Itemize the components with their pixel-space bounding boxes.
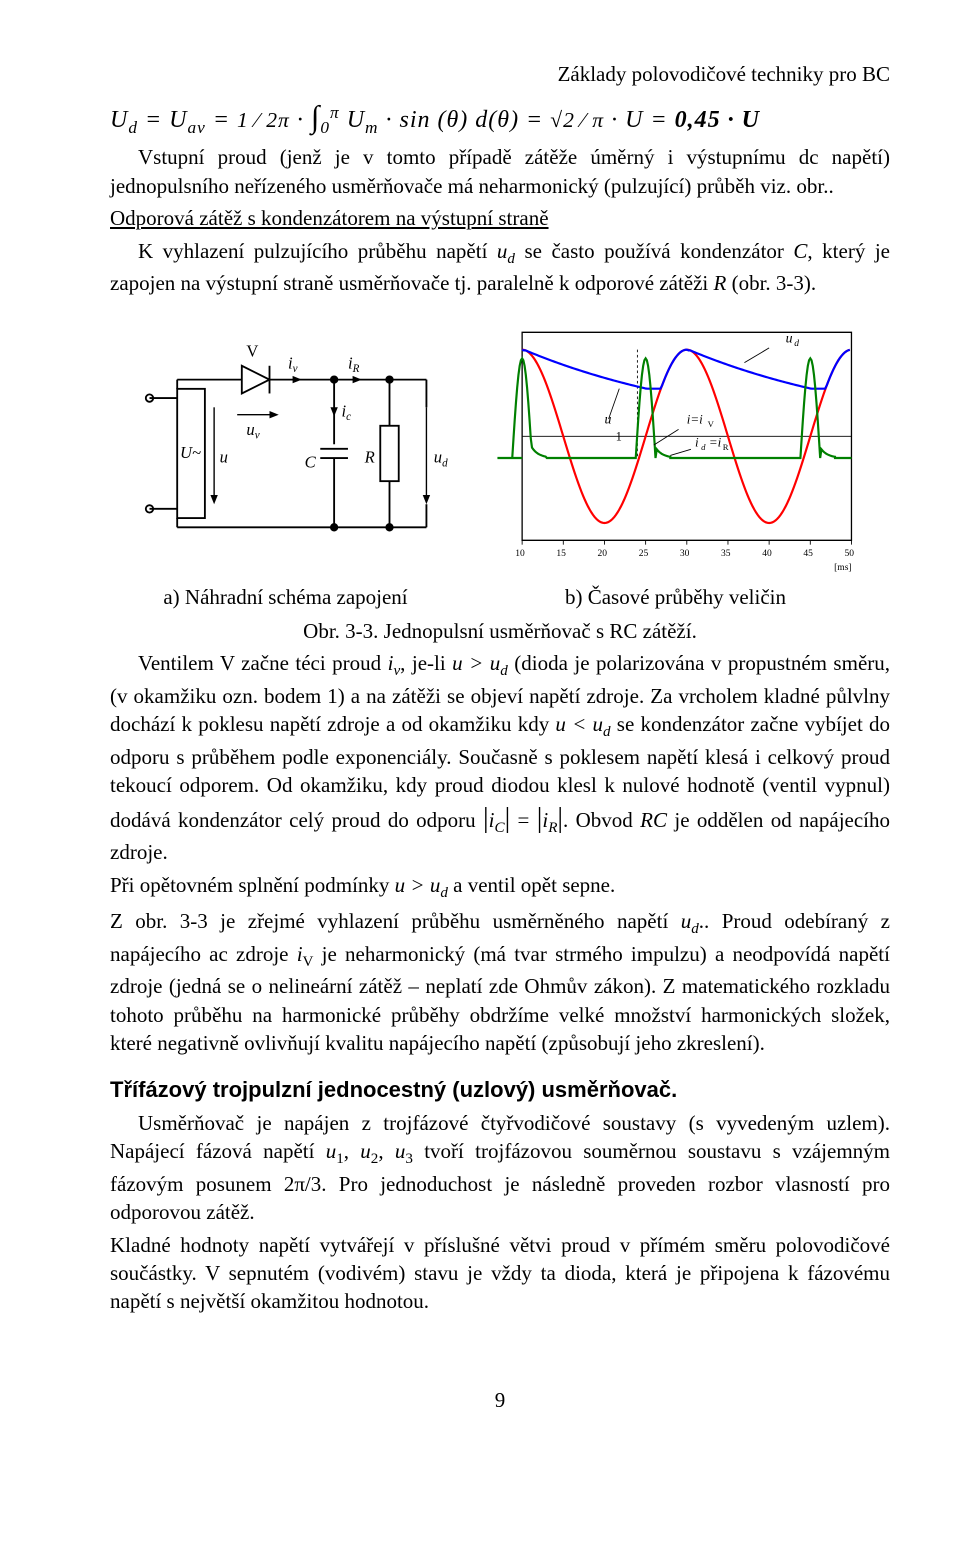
svg-text:u: u <box>220 448 228 467</box>
svg-text:iv: iv <box>288 354 298 376</box>
para-7: Kladné hodnoty napětí vytvářejí v příslu… <box>110 1231 890 1316</box>
para-6: Usměrňovač je napájen z trojfázové čtyřv… <box>110 1109 890 1227</box>
svg-text:[ms]: [ms] <box>835 563 852 573</box>
para-2-title: Odporová zátěž s kondenzátorem na výstup… <box>110 204 890 232</box>
svg-text:V: V <box>708 419 715 429</box>
para-3: Ventilem V začne téci proud iv, je-li u … <box>110 649 890 866</box>
svg-text:35: 35 <box>721 549 731 559</box>
svg-text:i: i <box>695 435 699 450</box>
equation-main: Ud = Uav = 1 ⁄ 2π · ∫0π Um · sin (θ) d(θ… <box>110 96 890 139</box>
subsection-title: Odporová zátěž s kondenzátorem na výstup… <box>110 206 549 230</box>
svg-text:25: 25 <box>639 549 649 559</box>
svg-text:i=i: i=i <box>687 412 703 427</box>
caption-a: a) Náhradní schéma zapojení <box>110 583 461 611</box>
text: se často používá kondenzátor <box>515 239 793 263</box>
para-5: Z obr. 3-3 je zřejmé vyhlazení průběhu u… <box>110 907 890 1057</box>
svg-text:d: d <box>701 443 706 453</box>
page-header: Základy polovodičové techniky pro BC <box>110 60 890 88</box>
svg-text:iR: iR <box>348 354 360 376</box>
svg-text:d: d <box>795 340 800 350</box>
text: (obr. 3-3). <box>726 271 816 295</box>
text: a ventil opět sepne. <box>448 873 615 897</box>
svg-text:20: 20 <box>598 549 608 559</box>
svg-text:40: 40 <box>763 549 773 559</box>
para-2: K vyhlazení pulzujícího průběhu napětí u… <box>110 237 890 298</box>
para-1: Vstupní proud (jenž je v tomto případě z… <box>110 143 890 200</box>
svg-text:R: R <box>364 448 375 467</box>
caption-main: Obr. 3-3. Jednopulsní usměrňovač s RC zá… <box>110 617 890 645</box>
svg-text:C: C <box>305 453 317 472</box>
svg-text:1: 1 <box>616 430 622 444</box>
text: Při opětovném splnění podmínky <box>110 873 395 897</box>
caption-row: a) Náhradní schéma zapojení b) Časové pr… <box>110 583 890 611</box>
text: . Obvod <box>563 808 640 832</box>
text: , je-li <box>400 651 452 675</box>
svg-text:uv: uv <box>246 420 259 442</box>
svg-text:V: V <box>246 342 258 361</box>
svg-text:ic: ic <box>342 402 352 424</box>
text: Z obr. 3-3 je zřejmé vyhlazení průběhu u… <box>110 909 681 933</box>
para-4: Při opětovném splnění podmínky u > ud a … <box>110 871 890 904</box>
svg-text:R: R <box>723 443 729 453</box>
svg-text:30: 30 <box>680 549 690 559</box>
page-number: 9 <box>110 1386 890 1414</box>
circuit-schematic: U~ u V uv iv <box>110 315 484 562</box>
svg-text:=i: =i <box>709 435 722 450</box>
figure-row: U~ u V uv iv <box>110 315 890 582</box>
svg-text:10: 10 <box>516 549 526 559</box>
caption-b: b) Časové průběhy veličin <box>461 583 890 611</box>
svg-text:U~: U~ <box>180 444 201 463</box>
svg-text:50: 50 <box>845 549 855 559</box>
svg-text:15: 15 <box>557 549 567 559</box>
waveform-chart: 101520253035404550[ms]ud1ui=iVid=iR <box>484 315 890 582</box>
svg-text:ud: ud <box>434 448 448 470</box>
text: Ventilem V začne téci proud <box>138 651 388 675</box>
svg-text:u: u <box>786 331 793 346</box>
section-3-title: Třífázový trojpulzní jednocestný (uzlový… <box>110 1075 890 1105</box>
text: K vyhlazení pulzujícího průběhu napětí <box>138 239 497 263</box>
svg-text:45: 45 <box>804 549 814 559</box>
